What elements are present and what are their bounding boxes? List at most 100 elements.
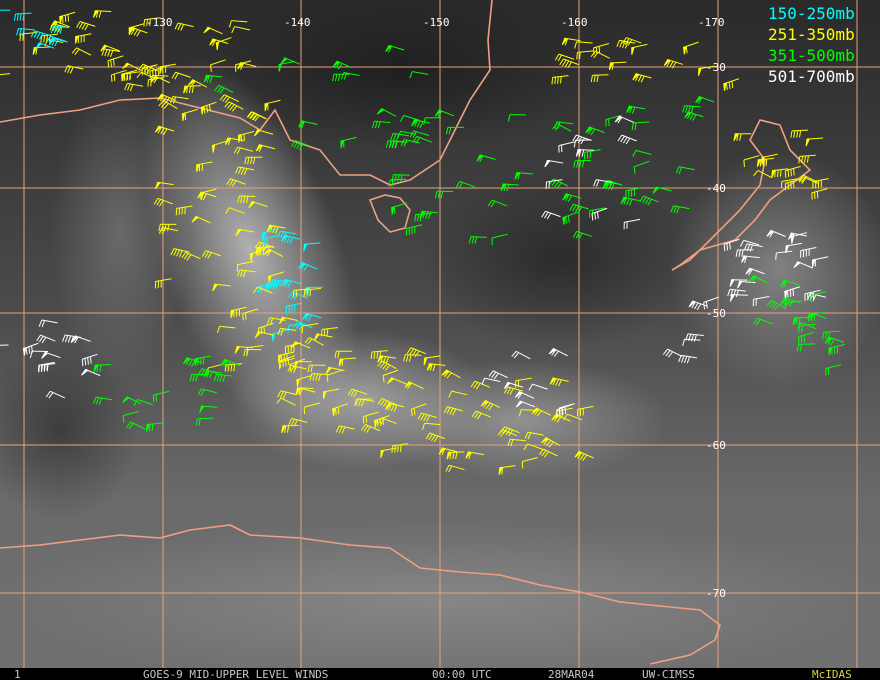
barb-staff xyxy=(257,286,273,294)
barb-feather xyxy=(254,241,260,249)
barb-feather xyxy=(306,289,309,297)
barb-feather xyxy=(229,179,234,186)
wind-barb xyxy=(338,357,356,367)
wind-barb xyxy=(174,22,194,31)
barb-flag xyxy=(35,42,43,50)
barb-staff xyxy=(527,443,543,450)
barb-feather xyxy=(393,133,397,141)
wind-barb xyxy=(211,140,228,153)
wind-barb xyxy=(197,388,217,397)
barb-feather xyxy=(162,96,168,103)
barb-staff xyxy=(776,250,793,254)
barb-feather xyxy=(209,75,213,83)
barb-feather xyxy=(510,439,514,447)
wind-barb xyxy=(64,65,84,74)
barb-feather xyxy=(173,249,178,256)
barb-feather xyxy=(49,23,54,31)
wind-barb xyxy=(423,355,441,366)
wind-barb xyxy=(576,50,594,60)
wind-barb xyxy=(74,33,92,44)
wind-barb xyxy=(175,205,193,216)
wind-barb xyxy=(200,101,217,115)
barb-feather xyxy=(242,313,244,321)
barb-feather xyxy=(228,20,232,28)
barb-flag xyxy=(215,41,220,50)
barb-flag xyxy=(771,169,776,178)
barb-flag xyxy=(261,231,266,241)
barb-feather xyxy=(19,34,22,42)
barb-feather xyxy=(287,365,292,372)
barb-staff xyxy=(785,300,802,304)
wind-barb xyxy=(271,328,288,342)
barb-feather xyxy=(825,332,828,340)
barb-feather xyxy=(527,432,532,440)
barb-feather xyxy=(309,289,312,297)
wind-barb xyxy=(360,424,381,433)
barb-feather xyxy=(363,425,369,432)
wind-barb xyxy=(729,279,748,287)
wind-barb xyxy=(81,353,98,367)
wind-barb xyxy=(203,26,223,35)
barb-feather xyxy=(666,60,671,67)
barb-feather xyxy=(244,312,247,320)
barb-feather xyxy=(409,71,413,79)
barb-flag xyxy=(434,109,443,117)
barb-feather xyxy=(52,24,57,32)
barb-flag xyxy=(682,45,687,55)
barb-flag xyxy=(194,357,199,366)
barb-feather xyxy=(143,66,149,73)
barb-feather xyxy=(552,123,558,130)
wind-barb xyxy=(264,282,284,291)
barb-staff xyxy=(123,410,139,417)
barb-flag xyxy=(296,378,300,387)
barb-flag xyxy=(41,351,49,359)
barb-feather xyxy=(287,280,292,288)
barb-feather xyxy=(341,358,344,367)
wind-barb xyxy=(278,60,295,72)
barb-flag xyxy=(480,399,489,407)
wind-barb xyxy=(278,316,298,325)
barb-feather xyxy=(726,243,729,251)
barb-flag xyxy=(203,26,212,34)
wind-barb xyxy=(290,341,311,349)
barb-feather xyxy=(377,417,383,424)
barb-flag xyxy=(632,73,640,81)
barb-feather xyxy=(203,370,208,377)
barb-feather xyxy=(756,318,761,326)
wind-barb xyxy=(488,370,508,380)
barb-feather xyxy=(590,128,596,136)
barb-feather xyxy=(355,398,359,406)
barb-feather xyxy=(517,392,523,399)
barb-flag xyxy=(271,332,276,342)
barb-flag xyxy=(248,201,256,209)
barb-feather xyxy=(587,127,593,135)
barb-feather xyxy=(591,213,594,221)
barb-feather xyxy=(593,179,597,187)
barb-feather xyxy=(753,317,759,325)
wind-barb xyxy=(411,119,431,129)
wind-barb xyxy=(76,21,96,31)
barb-feather xyxy=(798,325,801,333)
wind-barb xyxy=(399,114,420,122)
wind-barb xyxy=(30,30,51,40)
wind-barb xyxy=(254,330,274,339)
barb-flag xyxy=(128,26,136,34)
barb-feather xyxy=(564,406,567,415)
barb-feather xyxy=(415,137,421,144)
barb-feather xyxy=(341,426,346,434)
barb-feather xyxy=(112,58,115,66)
barb-feather xyxy=(801,176,807,183)
barb-feather xyxy=(412,349,417,357)
wind-barb xyxy=(266,317,286,325)
wind-barb xyxy=(224,101,244,112)
wind-barb xyxy=(277,230,297,239)
barb-flag xyxy=(340,139,344,149)
wind-barb xyxy=(426,363,446,372)
barb-feather xyxy=(208,104,211,112)
wind-barb xyxy=(183,85,201,94)
wind-barb xyxy=(675,166,695,174)
barb-feather xyxy=(416,120,421,128)
barb-feather xyxy=(624,41,629,49)
barb-feather xyxy=(738,249,741,257)
barb-feather xyxy=(769,231,774,238)
